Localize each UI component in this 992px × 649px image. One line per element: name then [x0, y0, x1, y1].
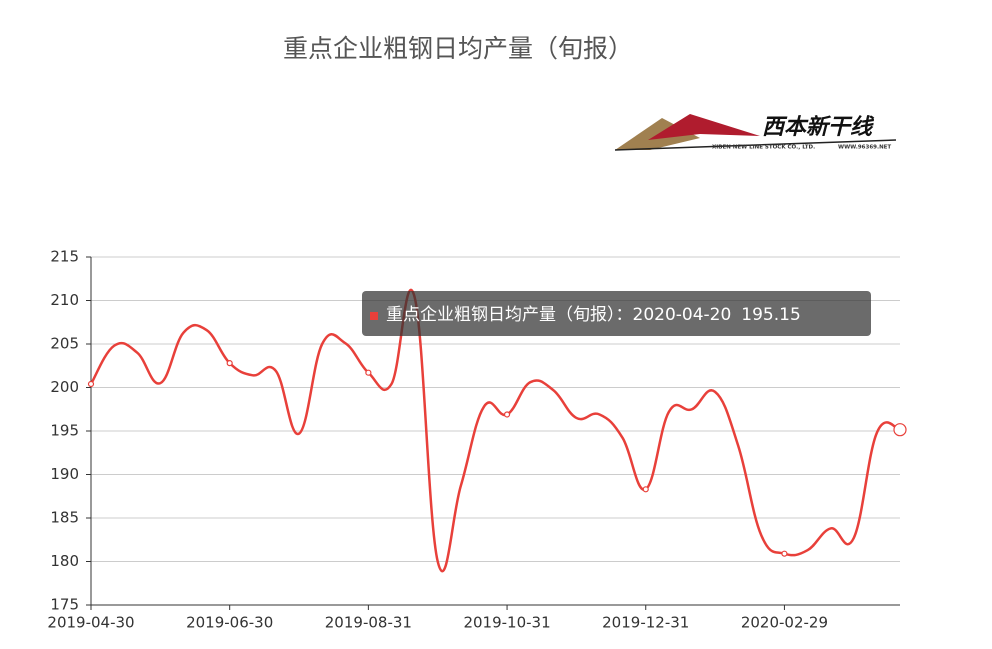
x-tick-label: 2019-10-31	[463, 614, 550, 632]
tooltip: 重点企业粗钢日均产量（旬报）：2020-04-20 195.15	[362, 291, 871, 336]
data-point	[503, 411, 511, 418]
series-line	[89, 288, 901, 573]
logo-name: 西本新干线	[762, 114, 875, 140]
data-point	[365, 369, 372, 376]
logo-company: XIBEN NEW LINE STOCK CO., LTD.	[712, 145, 815, 151]
data-point	[893, 423, 907, 437]
logo-shape	[648, 114, 760, 140]
logo-site: WWW.96369.NET	[838, 145, 891, 151]
tooltip-box	[362, 291, 871, 336]
x-tick-label: 2019-08-31	[325, 614, 412, 632]
x-tick-label: 2019-04-30	[47, 614, 134, 632]
data-point	[226, 360, 233, 367]
y-tick-label: 180	[50, 552, 79, 570]
logo-shape	[615, 118, 700, 150]
tooltip-text: 重点企业粗钢日均产量（旬报）：2020-04-20 195.15	[386, 305, 801, 325]
y-tick-label: 205	[50, 335, 79, 353]
y-tick-label: 195	[50, 422, 79, 440]
x-tick-label: 2019-06-30	[186, 614, 273, 632]
x-tick-label: 2019-12-31	[602, 614, 689, 632]
logo: 西本新干线 XIBEN NEW LINE STOCK CO., LTD. WWW…	[614, 114, 897, 151]
tooltip-value: 195.15	[741, 305, 800, 325]
data-point	[781, 550, 788, 557]
logo-line	[614, 139, 897, 151]
y-tick-label: 200	[50, 378, 79, 396]
y-tick-label: 175	[50, 596, 79, 614]
data-point	[642, 486, 649, 493]
y-tick-label: 185	[50, 509, 79, 527]
tooltip-label: 重点企业粗钢日均产量（旬报）：	[386, 305, 633, 325]
tooltip-date: 2020-04-20	[633, 305, 732, 325]
y-tick-label: 210	[50, 291, 79, 309]
chart-title: 重点企业粗钢日均产量（旬报）	[283, 34, 633, 63]
y-tick-label: 215	[50, 248, 79, 266]
y-tick-label: 190	[50, 465, 79, 483]
x-tick-label: 2020-02-29	[741, 614, 828, 632]
tooltip-marker	[370, 312, 378, 320]
data-point	[87, 380, 95, 388]
